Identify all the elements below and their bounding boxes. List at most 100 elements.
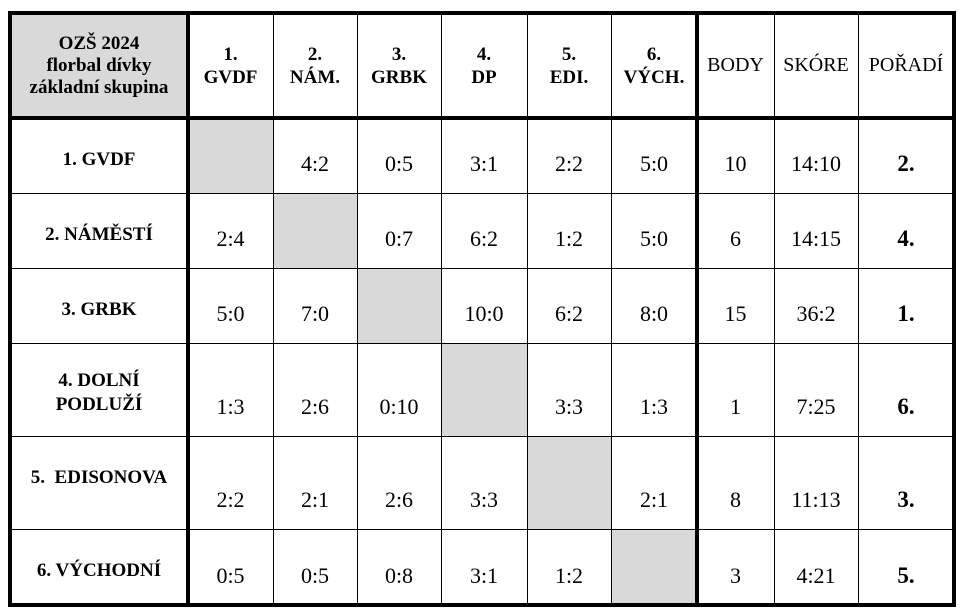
cell-text: POŘADÍ — [868, 54, 944, 76]
result-cell: 3:1 — [441, 529, 527, 605]
cell-text-line: základní skupina — [29, 76, 169, 98]
cell-text: 1:3 — [216, 394, 245, 419]
cell-text: 1 — [730, 394, 741, 419]
grid-line-vertical — [611, 11, 612, 607]
cell-text: 10:0 — [464, 301, 504, 326]
row-team-name: 4. DOLNÍ PODLUŽÍ — [10, 343, 188, 436]
cell-text-line: GVDF — [203, 66, 258, 88]
cell-text-line: 2. NÁMĚSTÍ — [45, 224, 153, 245]
cell-text: 5:0 — [639, 226, 669, 251]
cell-text-line: 5. — [561, 43, 577, 65]
diagonal-blank-cell — [273, 193, 357, 268]
rank-cell: 3. — [858, 436, 954, 529]
diagonal-blank-cell — [611, 529, 697, 605]
rank-cell: 6. — [858, 343, 954, 436]
cell-text: 2:1 — [300, 487, 330, 512]
cell-text-line: NÁM. — [289, 66, 341, 88]
cell-text: 8:0 — [639, 301, 669, 326]
score-cell: 11:13 — [774, 436, 858, 529]
result-cell: 0:7 — [357, 193, 441, 268]
result-cell: 2:6 — [357, 436, 441, 529]
rank-cell: 4. — [858, 193, 954, 268]
result-cell: 0:8 — [357, 529, 441, 605]
cell-text: 6. — [897, 394, 915, 419]
result-cell: 7:0 — [273, 268, 357, 343]
diagonal-blank-cell — [188, 118, 273, 193]
cell-text: BODY — [707, 54, 764, 76]
diagonal-blank-cell — [441, 343, 527, 436]
cell-text: 5:0 — [216, 301, 245, 326]
column-header-6: 6. VÝCH. — [611, 13, 697, 118]
row-team-name: 2. NÁMĚSTÍ — [10, 193, 188, 268]
points-cell: 1 — [697, 343, 774, 436]
cell-text-line: 6. VÝCHODNÍ — [36, 560, 162, 581]
cell-text: 8 — [730, 487, 741, 512]
cell-text: 0:5 — [384, 151, 414, 176]
cell-text: 7:25 — [796, 394, 836, 419]
cell-text-line: 1. GVDF — [62, 149, 136, 170]
cell-text-line: 2. — [307, 43, 323, 65]
score-cell: 7:25 — [774, 343, 858, 436]
cell-text: 6:2 — [554, 301, 584, 326]
grid-line-vertical — [273, 11, 274, 607]
cell-text-line: florbal dívky — [46, 54, 152, 76]
cell-text: 0:7 — [384, 226, 414, 251]
cell-text: 4:21 — [796, 563, 836, 588]
cell-text-line: 1. — [223, 43, 238, 65]
cell-text-line: 4. DOLNÍ — [58, 370, 140, 391]
result-cell: 5:0 — [611, 118, 697, 193]
row-team-name: 6. VÝCHODNÍ — [10, 529, 188, 605]
cell-text: 7:0 — [300, 301, 330, 326]
grid-line-horizontal — [8, 436, 956, 437]
cell-text: 2:2 — [216, 487, 245, 512]
grid-line-vertical — [186, 11, 190, 607]
result-cell: 3:3 — [441, 436, 527, 529]
column-header-4: 4. DP — [441, 13, 527, 118]
points-cell: 10 — [697, 118, 774, 193]
cell-text: 14:10 — [790, 151, 842, 176]
table-title-cell: OZŠ 2024 florbal dívky základní skupina — [10, 13, 188, 118]
cell-text-line: DP — [471, 66, 497, 88]
cell-text: SKÓRE — [783, 54, 849, 76]
cell-text-line: EDI. — [549, 66, 589, 88]
cell-text: 1:2 — [554, 563, 584, 588]
cell-text: 2:1 — [639, 487, 669, 512]
cell-text: 0:8 — [384, 563, 414, 588]
result-cell: 1:3 — [611, 343, 697, 436]
cell-text: 36:2 — [796, 301, 836, 326]
result-cell: 6:2 — [527, 268, 611, 343]
result-cell: 2:1 — [273, 436, 357, 529]
cell-text: 15 — [724, 301, 747, 326]
result-cell: 6:2 — [441, 193, 527, 268]
cell-text: 5:0 — [639, 151, 669, 176]
row-team-name: 3. GRBK — [10, 268, 188, 343]
rank-cell: 1. — [858, 268, 954, 343]
cell-text-line: 6. — [646, 43, 662, 65]
cell-text: 4. — [897, 226, 915, 251]
grid-line-horizontal — [8, 116, 956, 120]
points-cell: 3 — [697, 529, 774, 605]
cell-text-line: OZŠ 2024 — [58, 32, 140, 54]
cell-text: 3:1 — [469, 151, 499, 176]
result-cell: 5:0 — [611, 193, 697, 268]
cell-text: 1:2 — [554, 226, 584, 251]
cell-text: 3 — [730, 563, 741, 588]
points-cell: 6 — [697, 193, 774, 268]
diagonal-blank-cell — [357, 268, 441, 343]
cell-text: 2:6 — [300, 394, 330, 419]
result-cell: 1:2 — [527, 529, 611, 605]
cell-text: 3. — [897, 487, 915, 512]
column-header-2: 2. NÁM. — [273, 13, 357, 118]
result-cell: 8:0 — [611, 268, 697, 343]
row-team-name: 5. EDISONOVA — [10, 436, 188, 529]
cell-text-line: 4. — [476, 43, 492, 65]
grid-line-horizontal — [8, 603, 956, 607]
result-cell: 10:0 — [441, 268, 527, 343]
result-cell: 2:2 — [527, 118, 611, 193]
cell-text: 10 — [724, 151, 747, 176]
grid-line-vertical — [774, 11, 775, 607]
grid-line-vertical — [441, 11, 442, 607]
cell-text-line: VÝCH. — [623, 66, 685, 88]
cell-text: 0:5 — [216, 563, 245, 588]
